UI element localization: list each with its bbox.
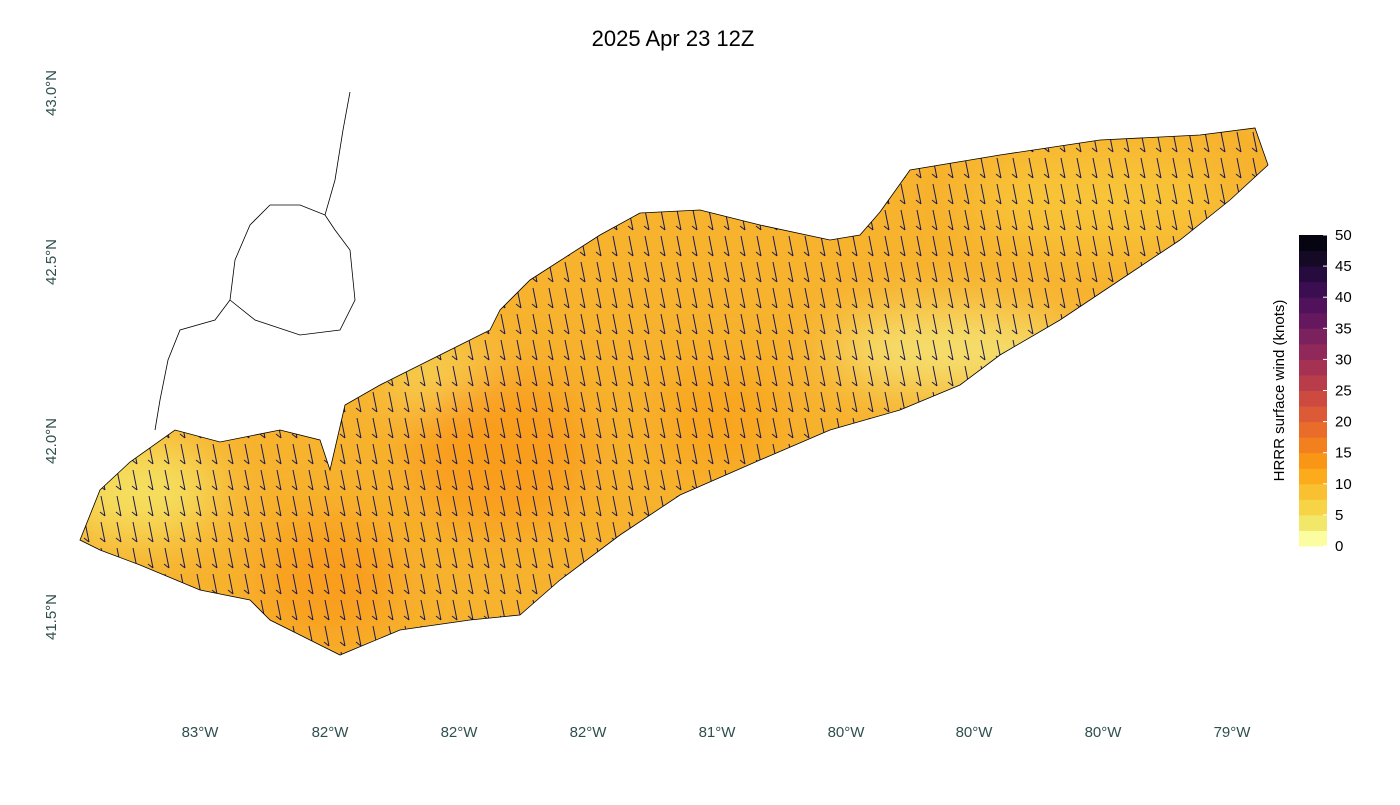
longitude-label: 82°W — [312, 724, 350, 741]
colorbar-band — [1299, 250, 1327, 267]
longitude-label: 80°W — [956, 724, 994, 741]
colorbar-band — [1299, 235, 1327, 252]
colorbar-band — [1299, 297, 1327, 314]
colorbar-band — [1299, 514, 1327, 531]
colorbar-band — [1299, 499, 1327, 516]
colorbar-band — [1299, 328, 1327, 345]
longitude-label: 80°W — [828, 724, 866, 741]
map-title: 2025 Apr 23 12Z — [592, 26, 755, 51]
colorbar-label: HRRR surface wind (knots) — [1271, 300, 1288, 482]
colorbar-band — [1299, 530, 1327, 547]
colorbar-band — [1299, 359, 1327, 376]
colorbar-tick-label: 50 — [1335, 227, 1352, 244]
colorbar-tick-label: 45 — [1335, 258, 1352, 275]
colorbar-band — [1299, 468, 1327, 485]
latitude-label: 41.5°N — [43, 594, 60, 640]
colorbar-band — [1299, 266, 1327, 283]
colorbar-tick-label: 15 — [1335, 445, 1352, 462]
colorbar-tick-label: 40 — [1335, 289, 1352, 306]
colorbar-tick-label: 5 — [1335, 507, 1343, 524]
colorbar-band — [1299, 374, 1327, 391]
colorbar-tick-label: 20 — [1335, 414, 1352, 431]
colorbar-band — [1299, 483, 1327, 500]
colorbar-band — [1299, 452, 1327, 469]
longitude-label: 82°W — [441, 724, 479, 741]
colorbar-band — [1299, 281, 1327, 298]
colorbar-tick-label: 10 — [1335, 476, 1352, 493]
longitude-label: 79°W — [1214, 724, 1252, 741]
longitude-label: 82°W — [570, 724, 608, 741]
colorbar-band — [1299, 437, 1327, 454]
colorbar-tick-label: 0 — [1335, 538, 1343, 555]
colorbar-band — [1299, 390, 1327, 407]
colorbar-band — [1299, 421, 1327, 438]
colorbar-band — [1299, 343, 1327, 360]
latitude-label: 43.0°N — [43, 70, 60, 116]
lake — [79, 91, 1269, 656]
longitude-label: 81°W — [699, 724, 737, 741]
colorbar-band — [1299, 406, 1327, 423]
colorbar-tick-label: 25 — [1335, 383, 1352, 400]
longitude-label: 80°W — [1085, 724, 1123, 741]
colorbar-tick-label: 30 — [1335, 351, 1352, 368]
colorbar-band — [1299, 312, 1327, 329]
latitude-label: 42.0°N — [43, 418, 60, 464]
longitude-label: 83°W — [182, 724, 220, 741]
latitude-label: 42.5°N — [43, 239, 60, 285]
colorbar-tick-label: 35 — [1335, 320, 1352, 337]
